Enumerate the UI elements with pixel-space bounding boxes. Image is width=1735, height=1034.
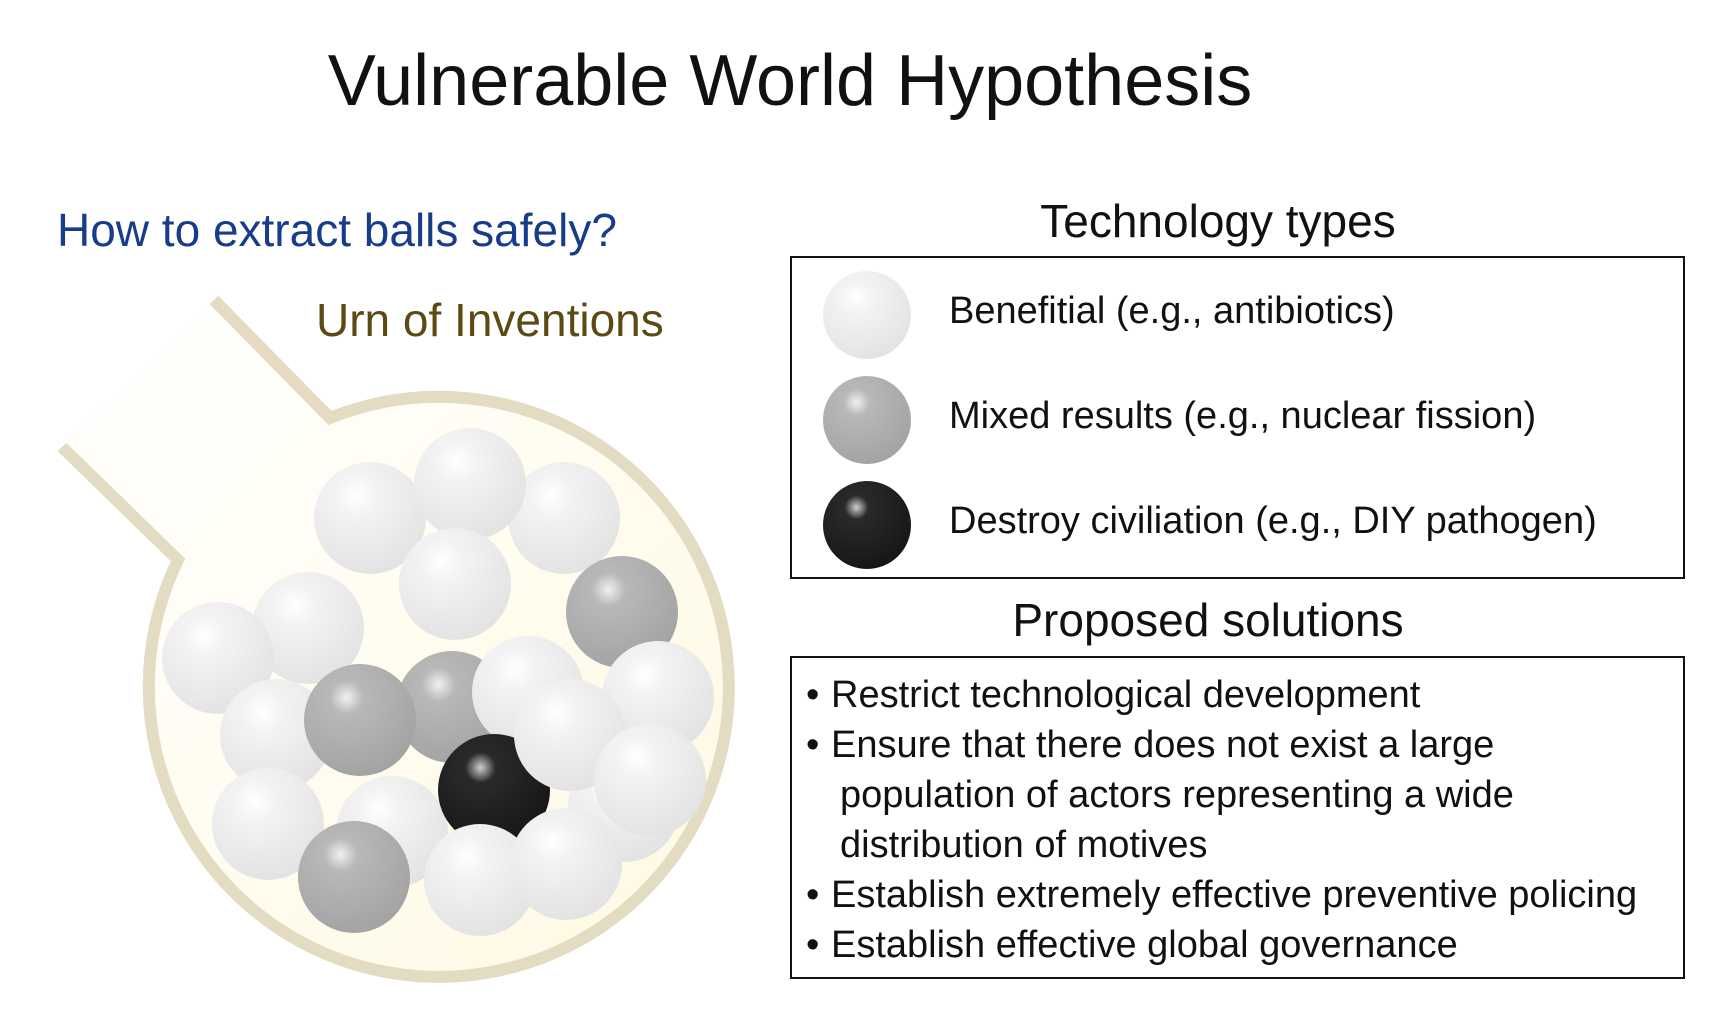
- beneficial-ball: [602, 641, 714, 753]
- proposed-solutions-heading: Proposed solutions: [1012, 594, 1404, 646]
- legend-balls: [823, 271, 911, 569]
- question-text: How to extract balls safely?: [57, 204, 617, 256]
- beneficial-ball: [314, 462, 426, 574]
- destroy-ball-icon: [823, 481, 911, 569]
- solution-item-continuation: population of actors representing a wide: [840, 774, 1514, 816]
- mixed-ball: [298, 821, 410, 933]
- urn-balls: [162, 428, 714, 936]
- beneficial-ball: [212, 768, 324, 880]
- proposed-solutions-list: • Restrict technological development • Ens…: [790, 656, 1685, 979]
- solution-item: • Establish effective global governance: [806, 924, 1458, 966]
- solution-item-continuation: distribution of motives: [840, 824, 1208, 866]
- beneficial-ball: [594, 724, 706, 836]
- diagram-title: Vulnerable World Hypothesis: [327, 41, 1253, 121]
- beneficial-ball: [252, 572, 364, 684]
- technology-types-legend: Benefitial (e.g., antibiotics) Mixed res…: [790, 256, 1685, 579]
- legend-label-beneficial: Benefitial (e.g., antibiotics): [949, 290, 1395, 332]
- beneficial-ball: [508, 462, 620, 574]
- mixed-ball-icon: [823, 376, 911, 464]
- mixed-ball: [304, 664, 416, 776]
- legend-label-mixed: Mixed results (e.g., nuclear fission): [949, 395, 1537, 437]
- technology-types-heading: Technology types: [1040, 195, 1396, 247]
- beneficial-ball: [424, 824, 536, 936]
- solution-item: • Restrict technological development: [806, 674, 1421, 716]
- solution-item: • Ensure that there does not exist a larg…: [806, 724, 1495, 766]
- beneficial-ball-icon: [823, 271, 911, 359]
- mixed-ball: [566, 556, 678, 668]
- beneficial-ball: [510, 808, 622, 920]
- solution-item: • Establish extremely effective preventiv…: [806, 874, 1638, 916]
- legend-label-destroy: Destroy civiliation (e.g., DIY pathogen): [949, 500, 1597, 542]
- beneficial-ball: [220, 679, 332, 791]
- beneficial-ball: [162, 602, 274, 714]
- beneficial-ball: [399, 528, 511, 640]
- urn-label: Urn of Inventions: [316, 294, 664, 346]
- urn-illustration: [57, 295, 735, 983]
- beneficial-ball: [414, 428, 526, 540]
